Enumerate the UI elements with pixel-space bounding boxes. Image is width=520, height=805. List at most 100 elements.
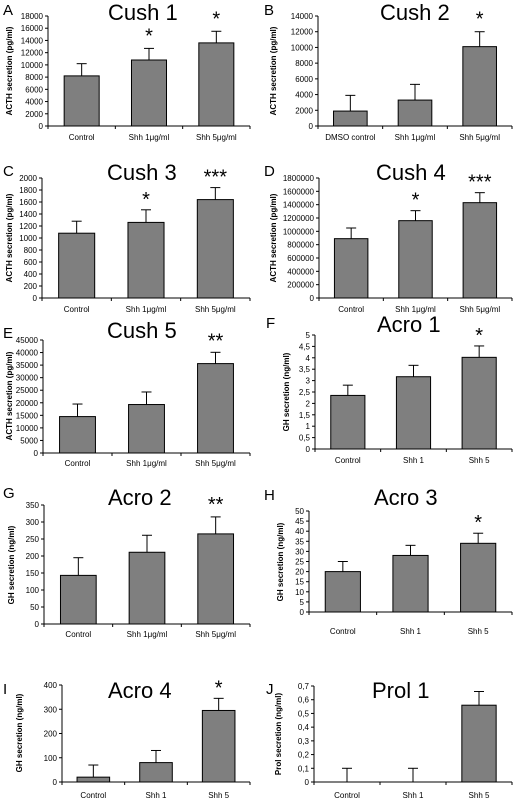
bar	[333, 238, 369, 299]
x-tick-label: Shh 5μg/ml	[196, 133, 237, 142]
significance-marker: **	[208, 494, 224, 516]
y-tick-label: 30000	[16, 374, 39, 383]
x-tick-label: Shh 1	[400, 627, 421, 636]
bar	[461, 356, 497, 450]
y-tick-label: 45000	[16, 336, 39, 345]
significance-marker: *	[212, 8, 220, 30]
chart-title: Acro 1	[377, 312, 441, 337]
panel-g: G Acro 2 0 50 100 150 200 250 300 350 GH secretion…	[3, 485, 251, 639]
y-tick-label: 0,1	[298, 764, 310, 773]
y-tick-label: 1800	[19, 186, 37, 195]
panel-letter: G	[3, 485, 15, 502]
panel-j: J Prol 1 0 0,1 0,2 0,3 0,4 0,5 0,6 0,7 Prol secret…	[266, 678, 513, 800]
x-tick-label: Control	[334, 791, 360, 800]
x-tick-label: Shh 1	[146, 791, 167, 800]
significance-marker: ***	[468, 172, 492, 194]
y-tick-label: 1200000	[283, 214, 315, 223]
y-tick-label: 0,2	[298, 751, 310, 760]
y-tick-label: 6000	[295, 75, 313, 84]
y-tick-label: 16000	[21, 24, 44, 33]
significance-marker: *	[412, 190, 420, 212]
bar	[330, 394, 366, 450]
significance-marker: *	[475, 325, 483, 347]
panel-letter: F	[266, 315, 275, 332]
y-tick-label: 1000	[19, 234, 37, 243]
bar	[462, 46, 497, 127]
y-tick-label: 200000	[287, 281, 314, 290]
y-tick-label: 350	[26, 501, 40, 510]
y-tick-label: 0,5	[299, 434, 311, 443]
x-tick-label: Shh 5μg/ml	[195, 305, 236, 314]
y-tick-label: 14000	[291, 12, 314, 21]
panel-letter: H	[264, 487, 275, 504]
x-tick-label: Control	[330, 627, 356, 636]
y-tick-label: 400000	[287, 267, 314, 276]
bar	[63, 75, 100, 127]
x-tick-label: Control	[80, 791, 106, 800]
y-tick-label: 0,7	[298, 682, 310, 691]
x-tick-label: Control	[69, 133, 95, 142]
chart-title: Cush 1	[108, 0, 178, 25]
y-tick-label: 4000	[295, 91, 313, 100]
x-tick-label: Shh 5	[469, 791, 490, 800]
y-tick-label: 2000	[19, 174, 37, 183]
y-tick-label: 800000	[287, 241, 314, 250]
bar	[197, 533, 235, 625]
y-tick-label: 25	[295, 558, 304, 567]
significance-marker: *	[476, 9, 484, 31]
bar	[461, 704, 497, 783]
chart-title: Acro 2	[108, 485, 172, 510]
y-tick-label: 5000	[20, 436, 38, 445]
y-tick-label: 45	[295, 517, 304, 526]
y-tick-label: 8000	[295, 59, 313, 68]
y-tick-label: 1600	[19, 198, 37, 207]
chart-title: Cush 3	[107, 160, 177, 185]
y-tick-label: 15000	[16, 411, 39, 420]
y-tick-label: 12000	[21, 49, 44, 58]
y-tick-label: 1	[306, 422, 311, 431]
y-tick-label: 0,4	[298, 723, 310, 732]
y-tick-label: 50	[295, 507, 304, 516]
y-axis-label: ACTH secretion (pg/ml)	[269, 26, 278, 115]
y-tick-label: 10	[295, 588, 304, 597]
y-tick-label: 0,3	[298, 737, 310, 746]
y-tick-label: 8000	[25, 73, 43, 82]
y-tick-label: 400	[44, 681, 58, 690]
x-tick-label: Shh 1μg/ml	[395, 305, 436, 314]
y-tick-label: 600000	[287, 254, 314, 263]
x-tick-label: Control	[338, 305, 364, 314]
y-tick-label: 400	[24, 270, 38, 279]
significance-marker: *	[145, 25, 153, 47]
y-tick-label: 300	[44, 705, 58, 714]
y-tick-label: 15	[295, 578, 304, 587]
chart-title: Cush 4	[376, 160, 446, 185]
y-tick-label: 0	[33, 294, 38, 303]
y-tick-label: 35	[295, 537, 304, 546]
significance-marker: *	[474, 512, 482, 534]
y-tick-label: 1800000	[283, 174, 315, 183]
chart-title: Cush 5	[107, 318, 177, 343]
y-tick-label: 3	[306, 377, 311, 386]
y-axis-label: GH secretion (ng/ml)	[15, 693, 24, 772]
bar	[139, 762, 173, 783]
chart-title: Acro 4	[108, 678, 172, 703]
chart-title: Cush 2	[380, 0, 450, 25]
panel-letter: D	[264, 163, 275, 180]
panel-f: F Acro 1 0 0,5 1 1,5 2 2,5 3 3,5 4 4,5 5 GH secretion…	[266, 312, 513, 465]
significance-marker: *	[142, 189, 150, 211]
y-tick-label: 0	[35, 620, 40, 629]
y-axis-label: GH secretion (ng/ml)	[276, 522, 285, 601]
y-tick-label: 4000	[25, 98, 43, 107]
y-tick-label: 0,6	[298, 696, 310, 705]
bar	[127, 221, 165, 299]
bar	[128, 551, 166, 625]
x-tick-label: Shh 1μg/ml	[127, 630, 168, 639]
y-tick-label: 14000	[21, 36, 44, 45]
panel-b: B Cush 2 0 2000 4000 6000 8000 10000 12000 14000 A…	[264, 0, 513, 142]
bar	[460, 542, 497, 613]
bar	[201, 709, 236, 783]
y-tick-label: 1200	[19, 222, 37, 231]
x-tick-label: Control	[64, 305, 90, 314]
